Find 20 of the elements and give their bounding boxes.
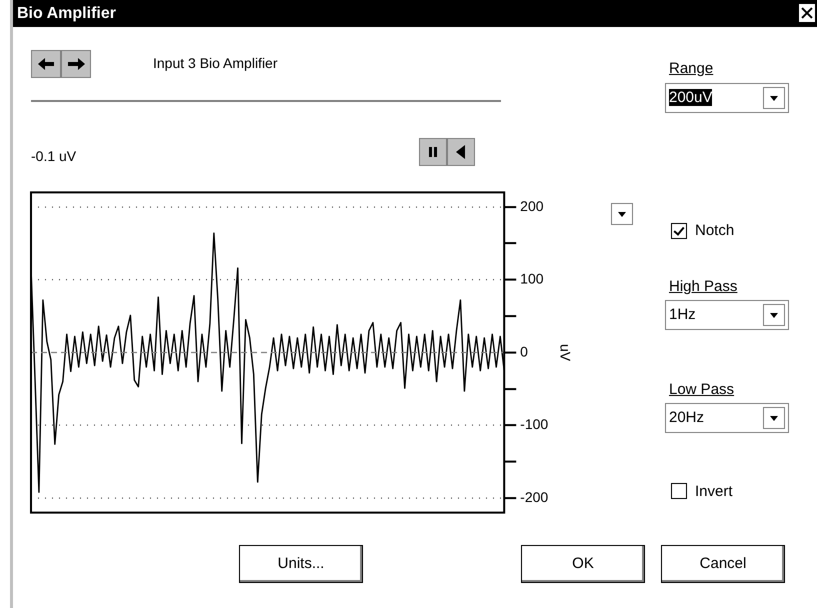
y-tick-label: -200 (520, 488, 548, 505)
y-tick-label: 200 (520, 198, 544, 214)
y-tick-label: 100 (520, 270, 544, 287)
text: 200uV (669, 89, 712, 106)
text: Invert (695, 483, 733, 500)
y-tick-label: -100 (520, 416, 548, 432)
text: 20Hz (669, 409, 704, 426)
text: -0.1 uV (31, 148, 76, 164)
text: Range (669, 60, 714, 77)
text: 1Hz (669, 306, 696, 323)
text: OK (572, 555, 594, 572)
text: Cancel (700, 555, 746, 572)
text: Notch (695, 222, 734, 239)
y-tick-label: 0 (520, 343, 528, 360)
y-axis-title: uV (558, 344, 574, 362)
text: Units... (278, 555, 324, 572)
text: Low Pass (669, 381, 734, 398)
text: High Pass (669, 278, 738, 295)
chart-subtitle: Input 3 Bio Amplifier (153, 55, 278, 71)
chart-title: Bio Amplifier (13, 0, 817, 27)
